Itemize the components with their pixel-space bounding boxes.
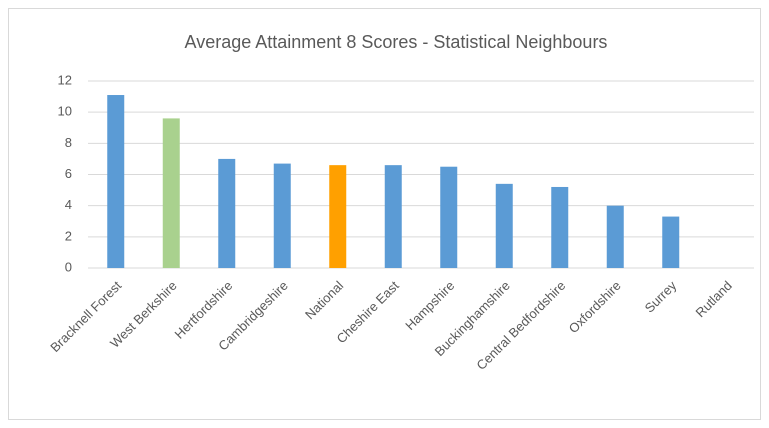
bar xyxy=(218,158,236,268)
y-tick-label: 4 xyxy=(65,197,72,212)
bar xyxy=(107,95,125,269)
bar xyxy=(384,165,402,268)
chart-title: Average Attainment 8 Scores - Statistica… xyxy=(185,32,608,52)
bar xyxy=(273,163,291,268)
y-tick-label: 2 xyxy=(65,228,72,243)
bar xyxy=(551,186,569,268)
bar xyxy=(662,216,680,268)
bar xyxy=(162,118,180,269)
bar xyxy=(606,205,624,268)
y-tick-label: 8 xyxy=(65,135,72,150)
bar xyxy=(329,165,347,268)
y-tick-label: 6 xyxy=(65,166,72,181)
chart-border xyxy=(8,8,761,420)
y-tick-label: 12 xyxy=(58,72,72,87)
y-tick-label: 10 xyxy=(58,104,72,119)
bar xyxy=(440,166,458,268)
y-tick-label: 0 xyxy=(65,259,72,274)
bar xyxy=(495,183,513,268)
